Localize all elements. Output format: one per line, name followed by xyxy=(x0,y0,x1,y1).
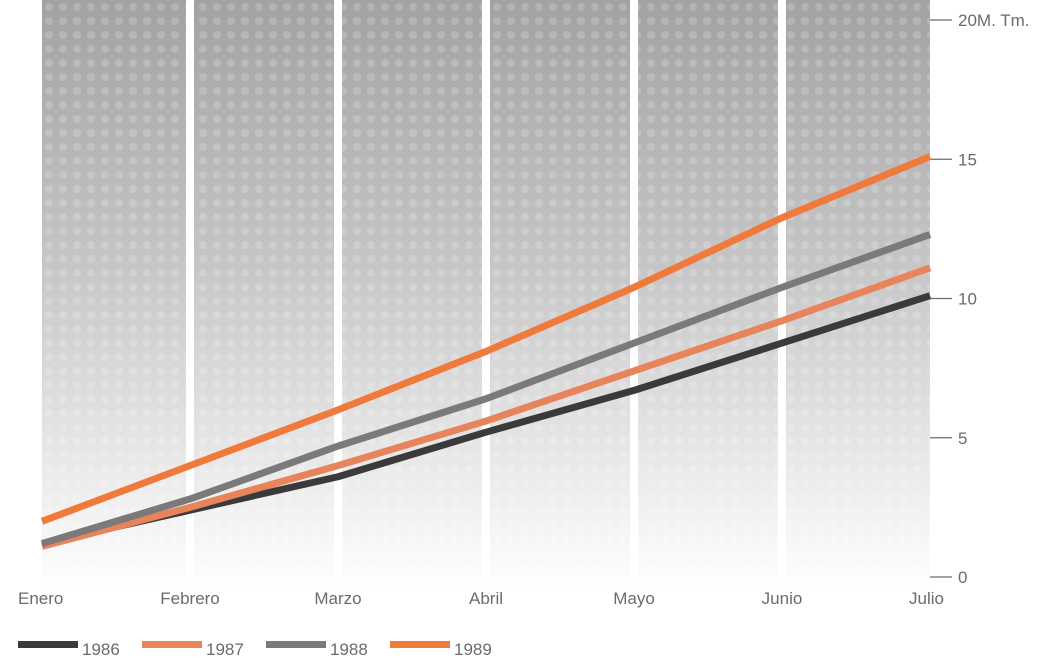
y-tick-label: 20M. Tm. xyxy=(958,11,1029,30)
legend-label-1989: 1989 xyxy=(454,640,492,658)
legend-swatch-1988 xyxy=(266,641,326,648)
month-separator xyxy=(482,0,490,600)
x-axis-labels: Enero Febrero Marzo Abril Mayo Junio Julio xyxy=(18,589,944,608)
y-tick-label: 15 xyxy=(958,150,977,169)
legend-swatch-1989 xyxy=(390,641,450,648)
x-tick-label: Abril xyxy=(469,589,503,608)
x-tick-label: Julio xyxy=(909,589,944,608)
y-tick-label: 10 xyxy=(958,290,977,309)
legend-label-1986: 1986 xyxy=(82,640,120,658)
month-separator xyxy=(334,0,342,600)
x-tick-label: Febrero xyxy=(160,589,220,608)
legend-swatch-1986 xyxy=(18,641,78,648)
series-lines xyxy=(40,153,932,550)
x-tick-label: Enero xyxy=(18,589,63,608)
month-separator xyxy=(630,0,638,600)
legend-label-1988: 1988 xyxy=(330,640,368,658)
month-separators xyxy=(186,0,786,600)
month-separator xyxy=(778,0,786,600)
legend: 1986 1987 1988 1989 xyxy=(18,640,492,658)
x-tick-label: Mayo xyxy=(613,589,655,608)
y-tick-label: 5 xyxy=(958,429,967,448)
legend-label-1987: 1987 xyxy=(206,640,244,658)
month-separator xyxy=(186,0,194,600)
y-axis: 0 5 10 15 20M. Tm. xyxy=(930,11,1029,587)
legend-swatch-1987 xyxy=(142,641,202,648)
x-tick-label: Marzo xyxy=(314,589,361,608)
x-tick-label: Junio xyxy=(762,589,803,608)
y-tick-label: 0 xyxy=(958,568,967,587)
